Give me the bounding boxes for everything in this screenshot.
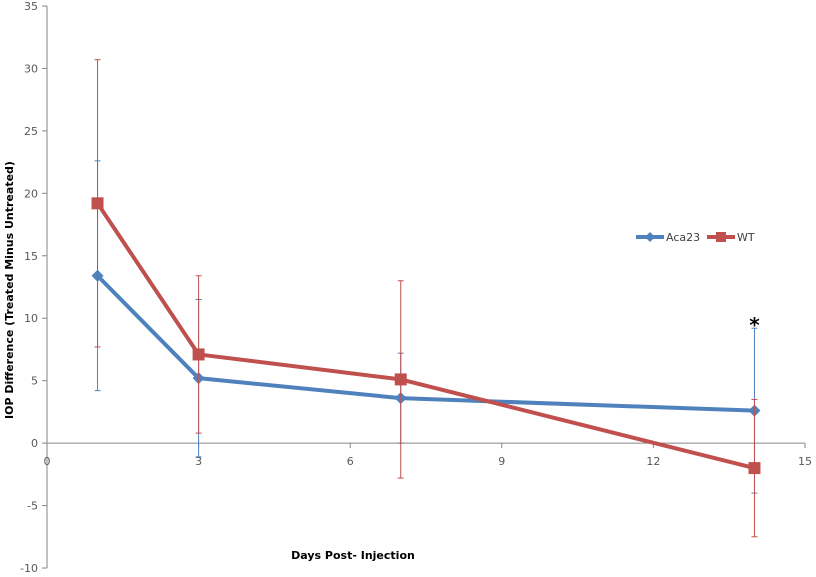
- x-tick-label: 15: [798, 455, 812, 468]
- y-tick-label: 35: [24, 0, 38, 13]
- y-tick-label: -5: [27, 500, 38, 513]
- axes: -10 -5 0 5 10 15 20 25 30 35 0 3 6 9 12 15: [20, 0, 812, 575]
- y-tick-label: 5: [31, 375, 38, 388]
- significance-asterisk: *: [749, 313, 760, 337]
- legend: Aca23 WT: [636, 231, 755, 244]
- y-tick-label: 30: [24, 62, 38, 75]
- y-tick-label: 15: [24, 250, 38, 263]
- y-axis-title: IOP Difference (Treated Minus Untreated): [3, 161, 16, 419]
- y-tick-label: 20: [24, 187, 38, 200]
- x-tick-label: 6: [347, 455, 354, 468]
- legend-label: Aca23: [666, 231, 700, 244]
- series-line: [96, 274, 755, 413]
- legend-item-aca23: Aca23: [636, 231, 700, 244]
- x-tick-label: 0: [44, 455, 51, 468]
- legend-label: WT: [737, 231, 755, 244]
- data-point: [394, 373, 407, 386]
- x-axis-title: Days Post- Injection: [291, 549, 415, 562]
- y-tick-label: 0: [31, 437, 38, 450]
- data-point: [91, 197, 104, 210]
- x-tick-label: 9: [498, 455, 505, 468]
- series-wt: [91, 59, 761, 538]
- annotation-layer: *: [749, 313, 760, 337]
- data-point: [748, 462, 761, 475]
- legend-marker: [645, 232, 655, 242]
- x-tick-label: 12: [646, 455, 660, 468]
- y-tick-label: 10: [24, 312, 38, 325]
- y-ticks: -10 -5 0 5 10 15 20 25 30 35: [20, 0, 47, 575]
- y-tick-label: -10: [20, 562, 38, 575]
- legend-item-wt: WT: [707, 231, 755, 244]
- x-tick-label: 3: [195, 455, 202, 468]
- series-layer: [91, 59, 761, 538]
- legend-marker: [716, 232, 726, 242]
- data-point: [192, 348, 205, 361]
- y-tick-label: 25: [24, 125, 38, 138]
- series-line: [95, 202, 755, 471]
